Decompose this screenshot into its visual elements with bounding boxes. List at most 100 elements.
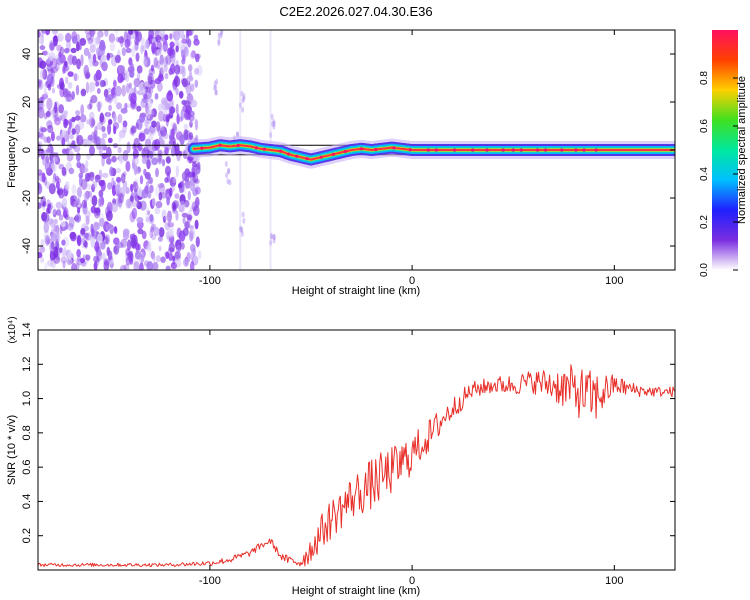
noise-speckle xyxy=(154,93,159,100)
noise-speckle xyxy=(38,169,43,176)
noise-speckle xyxy=(131,207,138,220)
noise-speckle xyxy=(132,44,139,52)
signal-peak xyxy=(331,152,335,156)
noise-speckle xyxy=(134,178,139,188)
noise-speckle xyxy=(149,213,154,223)
noise-speckle xyxy=(169,176,177,188)
noise-speckle xyxy=(38,132,41,139)
faint-feature xyxy=(214,89,218,96)
signal-peak xyxy=(262,147,267,151)
noise-speckle xyxy=(194,219,199,230)
noise-speckle xyxy=(75,152,81,162)
noise-speckle xyxy=(165,251,170,259)
noise-speckle xyxy=(38,252,43,259)
noise-speckle xyxy=(164,104,171,113)
snr-content xyxy=(38,364,675,568)
noise-speckle xyxy=(94,207,101,214)
noise-speckle xyxy=(175,87,179,96)
noise-speckle xyxy=(47,203,52,214)
noise-speckle xyxy=(113,226,117,232)
noise-speckle xyxy=(40,96,45,103)
noise-speckle xyxy=(81,199,87,209)
noise-speckle xyxy=(169,46,175,56)
noise-speckle xyxy=(159,54,164,66)
noise-speckle xyxy=(183,123,189,130)
noise-speckle xyxy=(167,210,172,223)
noise-speckle xyxy=(46,73,54,86)
noise-speckle xyxy=(114,30,119,36)
signal-peak xyxy=(582,148,586,152)
noise-speckle xyxy=(189,115,196,125)
noise-speckle xyxy=(88,58,95,68)
noise-speckle xyxy=(83,64,90,77)
noise-speckle xyxy=(196,161,201,170)
noise-speckle xyxy=(194,119,199,131)
noise-speckle xyxy=(120,173,126,184)
noise-speckle xyxy=(125,198,132,209)
noise-speckle xyxy=(179,200,186,213)
noise-speckle xyxy=(104,111,112,118)
noise-speckle xyxy=(128,30,134,35)
faint-feature xyxy=(227,168,231,175)
noise-speckle xyxy=(184,180,191,189)
noise-speckle xyxy=(39,69,46,80)
faint-feature xyxy=(270,232,274,239)
faint-feature xyxy=(213,80,217,87)
noise-speckle xyxy=(169,135,174,141)
noise-speckle xyxy=(89,30,95,38)
noise-speckle xyxy=(195,186,201,195)
noise-speckle xyxy=(165,113,169,123)
noise-speckle xyxy=(167,247,175,253)
faint-feature xyxy=(214,84,218,91)
noise-speckle xyxy=(170,63,176,75)
noise-speckle xyxy=(146,159,151,170)
faint-feature xyxy=(239,226,243,233)
noise-speckle xyxy=(68,249,72,261)
noise-speckle xyxy=(133,163,138,176)
colorbar-label: Normalized spectral amplitude xyxy=(736,76,748,224)
noise-speckle xyxy=(68,118,72,129)
noise-speckle xyxy=(61,111,68,118)
noise-speckle xyxy=(129,195,134,202)
noise-speckle xyxy=(141,230,147,240)
noise-speckle xyxy=(145,216,150,223)
faint-feature xyxy=(270,233,274,240)
noise-speckle xyxy=(111,202,118,213)
noise-speckle xyxy=(147,241,152,252)
noise-speckle xyxy=(93,134,98,145)
snr-series-line xyxy=(38,364,675,568)
noise-speckle xyxy=(186,214,193,221)
faint-feature xyxy=(272,118,276,125)
noise-speckle xyxy=(151,108,157,118)
noise-speckle xyxy=(89,171,95,182)
noise-speckle xyxy=(99,137,106,150)
noise-speckle xyxy=(77,207,81,214)
noise-speckle xyxy=(178,90,184,99)
noise-speckle xyxy=(130,62,134,73)
noise-speckle xyxy=(106,93,114,101)
noise-speckle xyxy=(38,183,43,195)
noise-speckle xyxy=(118,134,122,142)
noise-speckle xyxy=(115,176,122,183)
noise-speckle xyxy=(178,150,183,157)
noise-speckle xyxy=(139,113,146,123)
noise-speckle xyxy=(90,131,97,144)
noise-speckle xyxy=(161,192,167,199)
noise-speckle xyxy=(175,128,180,134)
noise-speckle xyxy=(90,81,96,92)
noise-speckle xyxy=(86,32,92,41)
noise-speckle xyxy=(175,165,179,178)
noise-speckle xyxy=(154,186,160,197)
faint-feature xyxy=(272,233,276,240)
noise-speckle xyxy=(173,30,181,42)
noise-speckle xyxy=(143,81,150,90)
noise-speckle xyxy=(58,247,63,254)
noise-speckle xyxy=(44,262,48,270)
noise-speckle xyxy=(171,184,175,192)
noise-speckle xyxy=(40,238,45,250)
noise-speckle xyxy=(155,255,161,263)
noise-speckle xyxy=(65,76,69,84)
noise-speckle xyxy=(132,181,137,188)
noise-speckle xyxy=(122,149,129,162)
noise-speckle xyxy=(157,75,164,82)
